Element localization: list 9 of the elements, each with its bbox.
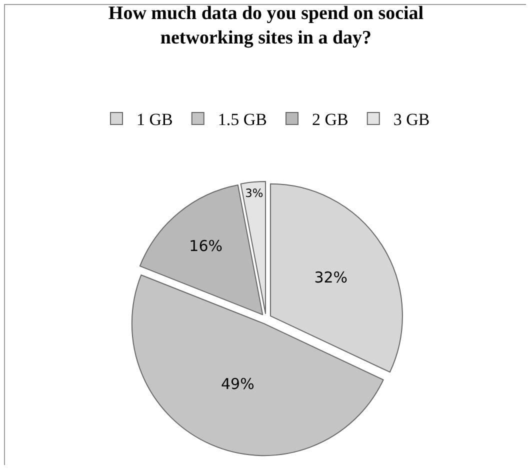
chart-title: How much data do you spend on social networking sites in a day? [108,2,424,49]
data-label: 49% [221,375,254,394]
legend-label: 1.5 GB [218,110,267,130]
legend-label: 1 GB [136,110,173,130]
data-label: 3% [245,186,264,200]
data-label: 16% [189,237,223,256]
legend-label: 2 GB [312,110,348,130]
legend-label: 3 GB [393,110,430,130]
data-label: 32% [314,268,348,287]
